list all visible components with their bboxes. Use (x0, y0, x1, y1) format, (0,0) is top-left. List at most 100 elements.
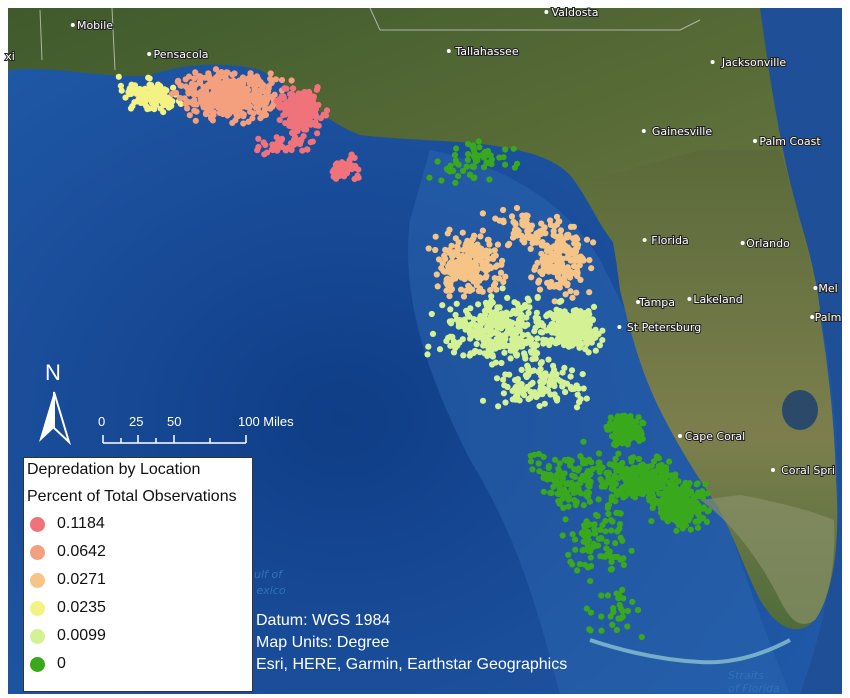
observation-point (586, 257, 593, 264)
observation-point (675, 489, 682, 496)
observation-point (579, 371, 586, 378)
sea-label: exico (256, 584, 285, 597)
legend-swatch-5 (30, 628, 45, 644)
north-arrow: N (33, 360, 79, 446)
observation-point (619, 586, 626, 594)
observation-point (212, 93, 219, 100)
observation-point (190, 100, 197, 107)
observation-point (306, 91, 314, 99)
observation-point (267, 75, 274, 82)
observation-point (444, 230, 451, 237)
observation-point (457, 322, 464, 329)
observation-point (591, 521, 598, 528)
observation-point (549, 320, 557, 327)
legend-class-6: 0 (30, 653, 66, 675)
observation-point (457, 266, 465, 273)
observation-point (672, 471, 679, 478)
observation-point (553, 246, 561, 253)
observation-point (675, 478, 682, 485)
observation-point (461, 316, 468, 323)
observation-point (563, 335, 570, 342)
observation-point (583, 395, 590, 402)
city-dot (0, 54, 3, 58)
legend-value-4: 0.0235 (57, 599, 106, 616)
map-units-text: Map Units: Degree (256, 634, 390, 651)
observation-point (288, 77, 295, 84)
scale-label-100: 100 Miles (238, 414, 294, 429)
observation-point (449, 253, 456, 260)
observation-point (612, 462, 619, 469)
observation-point (532, 233, 539, 240)
observation-point (503, 320, 510, 327)
observation-point (481, 311, 489, 318)
observation-point (129, 103, 136, 110)
north-letter: N (45, 360, 61, 385)
observation-point (185, 90, 192, 97)
observation-point (281, 101, 288, 108)
observation-point (608, 565, 616, 573)
observation-point (480, 154, 488, 161)
observation-point (476, 349, 483, 356)
observation-point (633, 475, 640, 482)
observation-point (568, 331, 575, 338)
observation-point (500, 334, 507, 342)
observation-point (579, 529, 586, 536)
observation-point (616, 601, 623, 609)
observation-point (250, 110, 257, 117)
observation-point (510, 145, 517, 152)
observation-point (181, 95, 188, 102)
observation-point (355, 174, 362, 181)
observation-point (471, 148, 478, 155)
observation-point (514, 320, 521, 327)
observation-point (206, 98, 213, 105)
observation-point (662, 465, 669, 472)
observation-point (301, 94, 308, 101)
observation-point (591, 525, 598, 533)
observation-point (573, 404, 581, 411)
observation-point (474, 157, 481, 164)
observation-point (640, 420, 647, 427)
observation-point (215, 101, 222, 108)
observation-point (507, 347, 514, 354)
observation-point (519, 212, 526, 219)
legend-class-4: 0.0235 (30, 597, 106, 619)
north-arrow-icon (39, 391, 72, 446)
observation-point (649, 472, 656, 479)
observation-point (240, 120, 247, 127)
legend-class-3: 0.0271 (30, 569, 106, 591)
observation-point (303, 126, 310, 133)
observation-point (635, 466, 642, 473)
observation-point (547, 489, 554, 496)
observation-point (224, 81, 231, 88)
observation-point (477, 233, 484, 240)
observation-point (590, 303, 598, 310)
observation-point (309, 109, 316, 116)
observation-point (585, 329, 592, 336)
observation-point (644, 463, 651, 470)
observation-point (306, 119, 313, 126)
observation-point (567, 373, 574, 380)
observation-point (576, 399, 583, 406)
city-dot (636, 300, 640, 304)
observation-point (292, 128, 299, 135)
observation-point (479, 397, 487, 404)
observation-point (679, 525, 686, 532)
observation-point (481, 149, 488, 156)
observation-point (484, 352, 491, 359)
observation-point (587, 609, 595, 616)
observation-point (479, 261, 486, 268)
legend-swatch-1 (30, 516, 45, 532)
observation-point (577, 276, 584, 283)
observation-point (476, 316, 483, 323)
observation-point (691, 506, 699, 513)
observation-point (540, 488, 547, 495)
observation-point (562, 389, 569, 396)
observation-point (492, 252, 499, 259)
observation-point (304, 100, 311, 107)
observation-point (571, 473, 578, 480)
observation-point (609, 621, 616, 629)
observation-point (426, 174, 433, 181)
observation-point (602, 528, 609, 535)
observation-point (247, 70, 254, 77)
observation-point (702, 481, 709, 488)
